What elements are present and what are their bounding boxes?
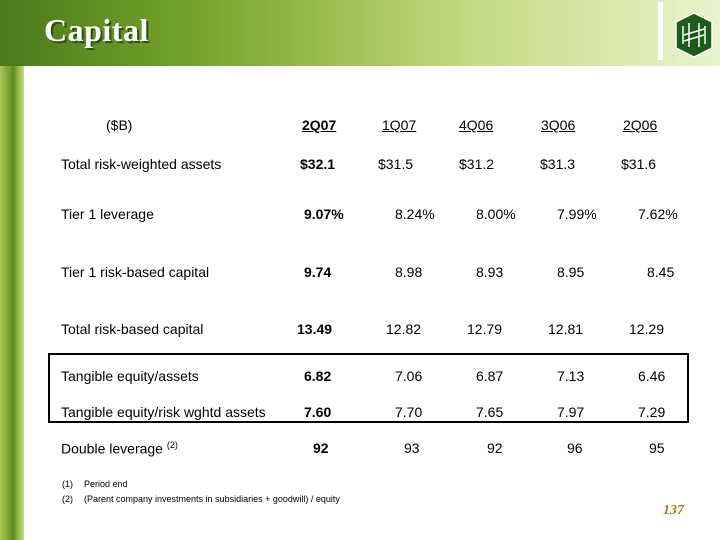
footnote-marker: (2) <box>62 494 73 504</box>
footnote-reference: (2) <box>166 440 178 450</box>
table-cell: 9.07% <box>304 206 344 222</box>
table-cell: 12.81 <box>548 321 584 337</box>
table-cell: $31.5 <box>378 156 414 172</box>
table-cell: 12.82 <box>386 321 422 337</box>
table-cell: 13.49 <box>297 321 333 337</box>
table-cell: 7.99% <box>557 206 597 222</box>
row-label-tangible-equity-risk-weighted-assets: Tangible equity/risk wghtd assets <box>61 404 266 420</box>
table-cell: 92 <box>313 440 329 456</box>
page-number: 137 <box>663 503 684 518</box>
footnote-text: Period end <box>84 479 128 489</box>
table-cell: 6.87 <box>476 368 504 384</box>
page-title: Capital <box>44 12 149 48</box>
side-accent-bar <box>0 66 24 540</box>
unit-label: ($B) <box>106 117 133 133</box>
column-header-3q06: 3Q06 <box>541 117 576 133</box>
table-cell: 6.46 <box>638 368 666 384</box>
table-cell: 7.65 <box>476 404 504 420</box>
table-cell: 12.79 <box>467 321 503 337</box>
table-cell: 6.82 <box>304 368 332 384</box>
table-cell: $32.1 <box>300 156 336 172</box>
table-cell: 93 <box>404 440 420 456</box>
table-cell: 7.29 <box>638 404 666 420</box>
table-cell: 8.00% <box>476 206 516 222</box>
table-cell: 8.24% <box>395 206 435 222</box>
table-cell: 8.98 <box>395 264 423 280</box>
row-label-tier1-leverage: Tier 1 leverage <box>61 206 154 222</box>
header-divider <box>658 2 663 60</box>
footnote-marker: (1) <box>62 479 73 489</box>
table-cell: 8.93 <box>476 264 504 280</box>
table-cell: 12.29 <box>629 321 665 337</box>
table-cell: $31.6 <box>621 156 657 172</box>
table-cell: 7.06 <box>395 368 423 384</box>
row-label-total-risk-based-capital: Total risk-based capital <box>61 321 204 337</box>
highlight-box <box>48 353 689 423</box>
table-cell: 95 <box>649 440 665 456</box>
table-cell: 7.97 <box>557 404 585 420</box>
footnote-text: (Parent company investments in subsidiar… <box>84 494 340 504</box>
table-cell: $31.3 <box>540 156 576 172</box>
table-cell: 8.95 <box>557 264 585 280</box>
row-label-double-leverage: Double leverage (2) <box>61 440 178 457</box>
table-cell: 7.62% <box>638 206 678 222</box>
table-cell: 8.45 <box>647 264 675 280</box>
table-cell: 7.60 <box>304 404 332 420</box>
table-cell: 7.13 <box>557 368 585 384</box>
row-label-tangible-equity-assets: Tangible equity/assets <box>61 368 199 384</box>
table-cell: 92 <box>487 440 503 456</box>
table-cell: 96 <box>567 440 583 456</box>
column-header-1q07: 1Q07 <box>382 117 417 133</box>
column-header-2q07: 2Q07 <box>302 117 337 133</box>
table-cell: $31.2 <box>459 156 495 172</box>
bank-logo-icon <box>675 12 713 58</box>
row-label-text: Double leverage <box>61 440 163 457</box>
column-header-2q06: 2Q06 <box>623 117 658 133</box>
row-label-total-risk-weighted-assets: Total risk-weighted assets <box>61 156 222 172</box>
row-label-tier1-risk-based-capital: Tier 1 risk-based capital <box>61 264 210 280</box>
table-cell: 9.74 <box>304 264 332 280</box>
header-banner: Capital <box>0 0 720 66</box>
column-header-4q06: 4Q06 <box>459 117 494 133</box>
table-cell: 7.70 <box>395 404 423 420</box>
